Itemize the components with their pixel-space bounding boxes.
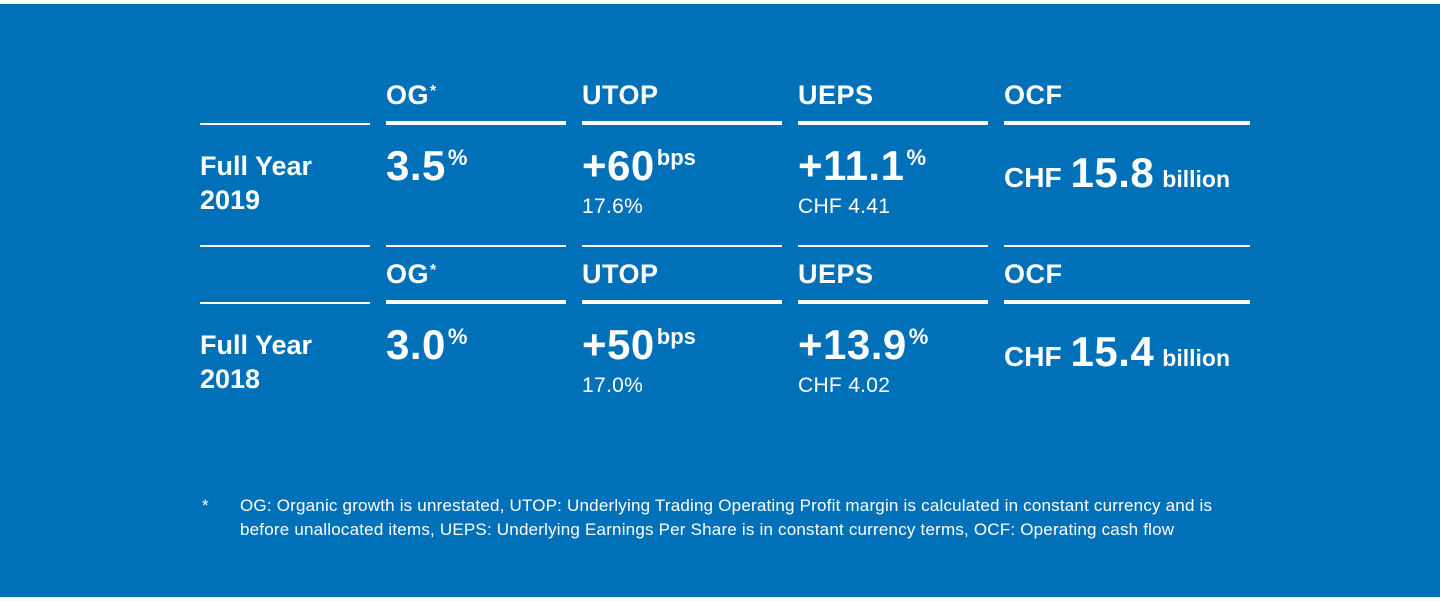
utop-header-2019: UTOP: [582, 82, 782, 125]
ocf-header-2019: OCF: [1004, 82, 1250, 125]
utop-unit: bps: [656, 145, 696, 170]
utop-number-line: +50bps: [582, 324, 782, 366]
ueps-unit: %: [906, 145, 927, 170]
og-unit: %: [447, 324, 468, 349]
og-value-2018: 3.0%: [386, 304, 566, 398]
kpi-table: OG * UTOP UEPS OCF Full Year 2019 3.5% +6…: [200, 4, 1260, 398]
kpi-section-2019: OG * UTOP UEPS OCF Full Year 2019 3.5% +6…: [200, 82, 1260, 219]
ueps-number-line: +13.9%: [798, 324, 988, 366]
ocf-header-2018: OCF: [1004, 245, 1250, 304]
ocf-number: 15.4: [1070, 328, 1155, 375]
ueps-header-2018: UEPS: [798, 245, 988, 304]
kpi-section-2018: OG * UTOP UEPS OCF Full Year 2018 3.0% +5…: [200, 245, 1260, 398]
og-header-asterisk: *: [430, 83, 437, 100]
og-header-asterisk: *: [430, 262, 437, 279]
og-header-label: OG: [386, 259, 430, 289]
utop-header-2018: UTOP: [582, 245, 782, 304]
utop-detail: 17.6%: [582, 195, 644, 218]
og-header-2019: OG *: [386, 82, 566, 125]
ueps-value-2019: +11.1% CHF 4.41: [798, 125, 988, 219]
og-header-2018: OG *: [386, 245, 566, 304]
utop-value-2018: +50bps 17.0%: [582, 304, 782, 398]
ueps-number: +13.9: [798, 321, 907, 368]
utop-detail: 17.0%: [582, 374, 644, 397]
ueps-number: +11.1: [798, 142, 905, 189]
ocf-scale: billion: [1162, 345, 1231, 371]
ocf-currency: CHF: [1004, 341, 1062, 372]
ocf-value-2019: CHF 15.8 billion: [1004, 125, 1250, 219]
og-number: 3.0: [386, 321, 446, 368]
utop-value-2019: +60bps 17.6%: [582, 125, 782, 219]
footnote-marker: *: [202, 496, 209, 515]
slide: OG * UTOP UEPS OCF Full Year 2019 3.5% +6…: [0, 4, 1440, 597]
period-label-2018: Full Year 2018: [200, 304, 370, 398]
ocf-currency: CHF: [1004, 162, 1062, 193]
footnote: * OG: Organic growth is unrestated, UTOP…: [202, 494, 1440, 542]
ueps-detail: CHF 4.41: [798, 195, 891, 218]
period-line2: 2018: [200, 364, 261, 394]
ocf-scale: billion: [1162, 166, 1231, 192]
ueps-unit: %: [908, 324, 929, 349]
og-value-2019: 3.5%: [386, 125, 566, 219]
ocf-value-2018: CHF 15.4 billion: [1004, 304, 1250, 398]
period-line1: Full Year: [200, 330, 313, 360]
ueps-value-2018: +13.9% CHF 4.02: [798, 304, 988, 398]
period-header-spacer: [200, 82, 370, 125]
footnote-text: OG: Organic growth is unrestated, UTOP: …: [240, 496, 1213, 539]
ueps-number-line: +11.1%: [798, 145, 988, 187]
og-number: 3.5: [386, 142, 446, 189]
og-unit: %: [447, 145, 468, 170]
period-line2: 2019: [200, 185, 261, 215]
period-header-spacer: [200, 245, 370, 304]
utop-number: +50: [582, 321, 655, 368]
ueps-header-2019: UEPS: [798, 82, 988, 125]
og-header-label: OG: [386, 80, 430, 110]
ueps-detail: CHF 4.02: [798, 374, 891, 397]
utop-number: +60: [582, 142, 655, 189]
ocf-number: 15.8: [1070, 149, 1155, 196]
utop-unit: bps: [656, 324, 696, 349]
period-label-2019: Full Year 2019: [200, 125, 370, 219]
period-line1: Full Year: [200, 151, 313, 181]
utop-number-line: +60bps: [582, 145, 782, 187]
